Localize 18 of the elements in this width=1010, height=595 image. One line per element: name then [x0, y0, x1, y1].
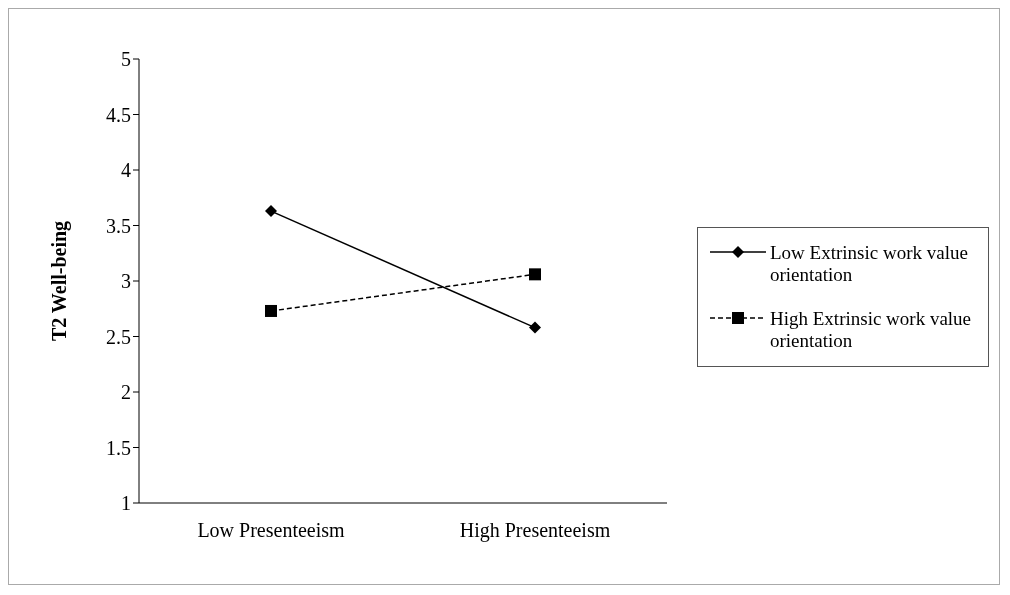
y-tick-label: 5: [121, 48, 131, 71]
y-axis-title: T2 Well-being: [48, 220, 72, 342]
y-tick-label: 2: [121, 381, 131, 404]
y-tick-label: 3.5: [106, 214, 131, 237]
x-tick-label: Low Presenteeism: [197, 519, 346, 542]
x-tick-label: High Presenteeism: [459, 519, 611, 543]
y-tick-label: 4: [121, 159, 131, 182]
y-tick-label: 3: [121, 270, 131, 293]
point: [265, 205, 277, 218]
legend-label: Low Extrinsic work value orientation: [770, 241, 969, 286]
legend-label: High Extrinsic work value orientation: [770, 307, 973, 352]
point: [529, 321, 541, 334]
y-tick-label: 1.5: [106, 436, 131, 459]
point: [529, 268, 541, 281]
point: [265, 304, 277, 317]
y-tick-label: 1: [121, 492, 131, 515]
y-tick-label: 2.5: [106, 325, 131, 348]
y-tick-label: 4.5: [106, 103, 131, 126]
